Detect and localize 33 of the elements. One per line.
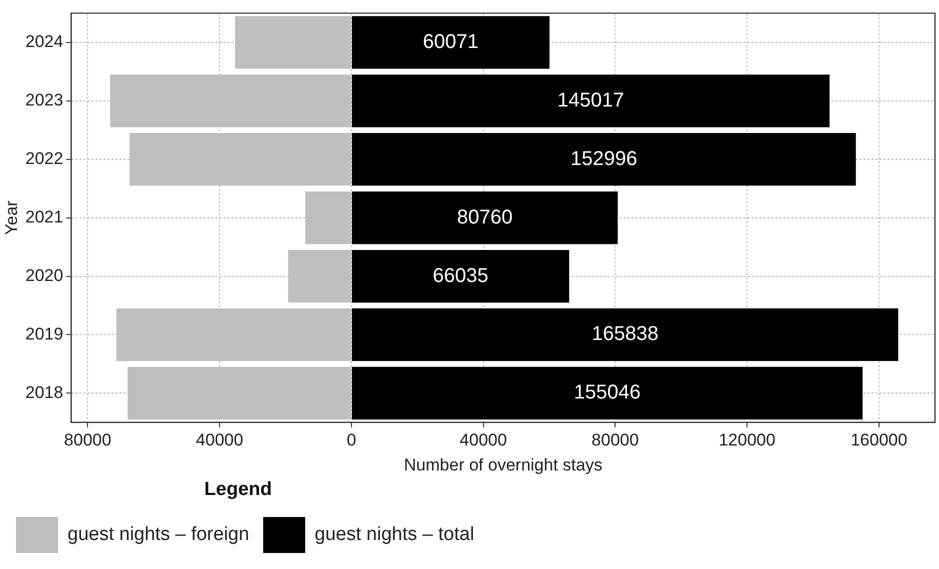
bar	[352, 133, 856, 186]
x-tick-label: 160000	[850, 430, 908, 450]
x-axis-title: Number of overnight stays	[404, 456, 602, 475]
x-tick-label: 80000	[64, 430, 112, 450]
y-tick-label: 2023	[25, 90, 64, 110]
bar	[352, 250, 570, 303]
data-label: 145017	[557, 89, 624, 112]
data-label: 80760	[457, 206, 513, 228]
y-axis-title: Year	[2, 200, 21, 235]
data-label: 60071	[422, 30, 479, 53]
y-tick-label: 2024	[25, 32, 64, 52]
x-tick-label: 120000	[718, 430, 776, 450]
data-label: 152996	[570, 148, 638, 170]
x-tick-label: 40000	[196, 430, 244, 450]
x-tick-label: 40000	[460, 430, 507, 450]
bar	[352, 308, 898, 362]
y-tick-label: 2021	[25, 207, 64, 226]
bar	[352, 366, 863, 420]
x-tick-label: 80000	[592, 430, 639, 450]
bar	[352, 191, 618, 244]
legend-label: guest nights – total	[314, 524, 474, 546]
y-tick-label: 2022	[25, 149, 64, 168]
bar	[352, 74, 830, 128]
y-tick-label: 2018	[25, 382, 64, 402]
x-tick-label: 0	[346, 430, 356, 450]
data-label: 66035	[432, 264, 488, 287]
data-label: 165838	[592, 323, 658, 346]
y-tick-label: 2020	[25, 266, 64, 285]
bar	[352, 16, 550, 69]
data-label: 155046	[574, 382, 641, 404]
y-tick-label: 2019	[25, 324, 64, 344]
legend-title: Legend	[204, 478, 272, 500]
legend-label: guest nights – foreign	[68, 524, 250, 546]
